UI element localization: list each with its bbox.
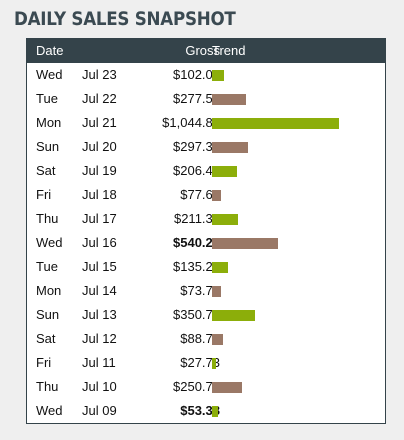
column-header-trend: Trend — [212, 43, 246, 58]
row-gross: $102.07 — [173, 67, 220, 82]
row-date: Jul 22 — [82, 91, 117, 106]
trend-bar — [212, 406, 218, 417]
table-row: Thu Jul 10 $250.74 — [27, 375, 385, 399]
row-gross: $73.78 — [180, 283, 220, 298]
trend-bar — [212, 142, 248, 153]
table-body: Wed Jul 23 $102.07 Tue Jul 22 $277.52 Mon Jul 2… — [27, 63, 385, 423]
row-gross: $88.72 — [180, 331, 220, 346]
row-date: Jul 11 — [82, 355, 116, 370]
table-row: Tue Jul 15 $135.28 — [27, 255, 385, 279]
table-row: Wed Jul 16 $540.20 — [27, 231, 385, 255]
column-header-date: Date — [36, 43, 64, 58]
table-row: Fri Jul 11 $27.73 — [27, 351, 385, 375]
row-date: Jul 15 — [82, 259, 117, 274]
trend-bar — [212, 238, 278, 249]
row-gross: $211.37 — [173, 211, 220, 226]
row-gross: $297.33 — [173, 139, 220, 154]
row-day: Sun — [36, 139, 60, 154]
table-row: Sat Jul 12 $88.72 — [27, 327, 385, 351]
table-row: Sun Jul 20 $297.33 — [27, 135, 385, 159]
trend-bar — [212, 190, 221, 201]
table-row: Mon Jul 21 $1,044.82 — [27, 111, 385, 135]
row-day: Sat — [36, 163, 56, 178]
row-date: Jul 17 — [82, 211, 117, 226]
row-date: Jul 20 — [82, 139, 117, 154]
row-date: Jul 10 — [82, 379, 117, 394]
table-row: Mon Jul 14 $73.78 — [27, 279, 385, 303]
trend-bar — [212, 310, 255, 321]
row-gross: $350.74 — [173, 307, 220, 322]
column-header-gross: Gross — [185, 43, 220, 58]
row-day: Fri — [36, 355, 52, 370]
table-row: Sat Jul 19 $206.40 — [27, 159, 385, 183]
row-day: Tue — [36, 91, 58, 106]
row-gross: $135.28 — [173, 259, 220, 274]
row-day: Sat — [36, 331, 56, 346]
table-row: Tue Jul 22 $277.52 — [27, 87, 385, 111]
row-gross: $1,044.82 — [162, 115, 220, 130]
row-date: Jul 13 — [82, 307, 117, 322]
row-gross: $250.74 — [173, 379, 220, 394]
table-row: Sun Jul 13 $350.74 — [27, 303, 385, 327]
row-day: Mon — [36, 283, 62, 298]
trend-bar — [212, 118, 339, 129]
trend-bar — [212, 70, 224, 81]
row-gross: $27.73 — [180, 355, 220, 370]
row-day: Fri — [36, 187, 52, 202]
row-gross: $206.40 — [173, 163, 220, 178]
row-gross: $540.20 — [173, 235, 220, 250]
table-header: Date Gross Trend — [27, 39, 385, 63]
row-date: Jul 14 — [82, 283, 117, 298]
row-date: Jul 12 — [82, 331, 117, 346]
row-date: Jul 09 — [82, 403, 117, 418]
row-day: Mon — [36, 115, 62, 130]
trend-bar — [212, 94, 246, 105]
row-day: Wed — [36, 235, 63, 250]
row-day: Sun — [36, 307, 60, 322]
page-title: DAILY SALES SNAPSHOT — [14, 8, 236, 30]
table-row: Thu Jul 17 $211.37 — [27, 207, 385, 231]
row-date: Jul 16 — [82, 235, 117, 250]
trend-bar — [212, 286, 221, 297]
row-date: Jul 21 — [82, 115, 117, 130]
row-date: Jul 23 — [82, 67, 117, 82]
row-date: Jul 18 — [82, 187, 117, 202]
trend-bar — [212, 262, 228, 273]
trend-bar — [212, 166, 237, 177]
table-row: Fri Jul 18 $77.63 — [27, 183, 385, 207]
trend-bar — [212, 358, 216, 369]
sales-table: Date Gross Trend Wed Jul 23 $102.07 Tue Jul … — [26, 38, 386, 424]
trend-bar — [212, 382, 242, 393]
row-date: Jul 19 — [82, 163, 117, 178]
table-row: Wed Jul 09 $53.38 — [27, 399, 385, 423]
row-day: Thu — [36, 211, 59, 226]
row-gross: $77.63 — [180, 187, 220, 202]
row-day: Wed — [36, 403, 63, 418]
row-day: Wed — [36, 67, 63, 82]
row-day: Thu — [36, 379, 59, 394]
table-row: Wed Jul 23 $102.07 — [27, 63, 385, 87]
trend-bar — [212, 214, 238, 225]
row-day: Tue — [36, 259, 58, 274]
trend-bar — [212, 334, 223, 345]
row-gross: $277.52 — [173, 91, 220, 106]
row-gross: $53.38 — [180, 403, 220, 418]
